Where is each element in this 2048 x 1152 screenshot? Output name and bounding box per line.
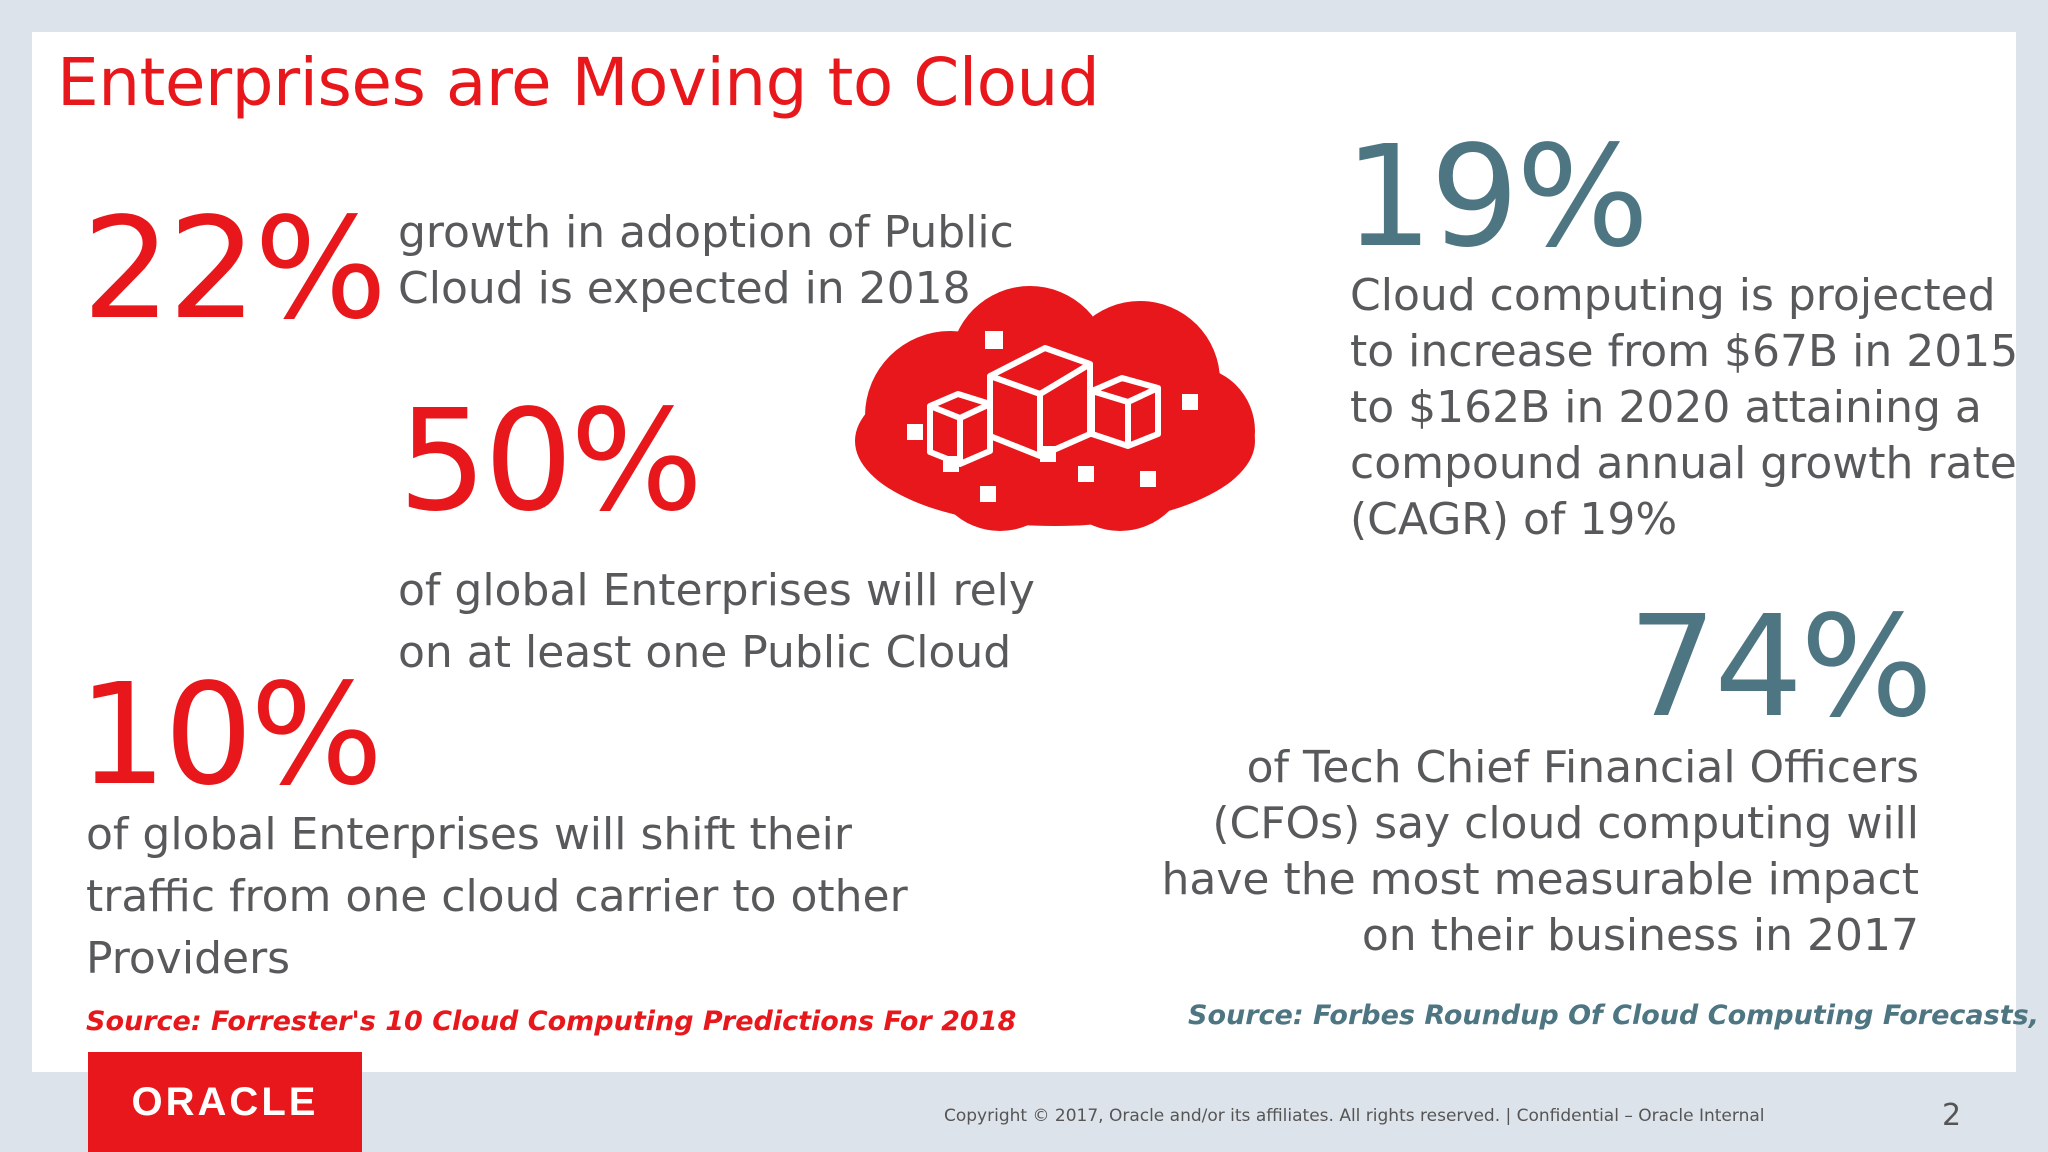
page-number: 2 [1942,1098,1962,1133]
slide [32,32,2016,1072]
stat-74-line-1: of Tech Chief Financial Officers [1246,742,1919,793]
slide-title: Enterprises are Moving to Cloud [57,44,1100,121]
source-left: Source: Forrester's 10 Cloud Computing P… [86,1006,1017,1037]
stat-74-line-3: have the most measurable impact [1161,854,1919,905]
copyright-notice: Copyright © 2017, Oracle and/or its affi… [944,1106,1765,1126]
source-right: Source: Forbes Roundup Of Cloud Computin… [1188,1000,2048,1031]
stat-50-value: 50% [398,380,703,543]
stat-19-line-4: compound annual growth rate [1350,438,2017,489]
stat-74-text: of Tech Chief Financial Officers (CFOs) … [1162,740,1919,964]
stat-50-line-2: on at least one Public Cloud [398,627,1012,678]
cloud-cubes-icon [855,286,1255,531]
stat-74-line-2: (CFOs) say cloud computing will [1212,798,1919,849]
stat-22-line-1: growth in adoption of Public [398,207,1014,258]
stat-10-line-2: traffic from one cloud carrier to other [86,871,908,922]
stat-22-text: growth in adoption of Public Cloud is ex… [398,205,1014,317]
stat-19-line-2: to increase from $67B in 2015 [1350,326,2019,377]
oracle-logo-text: ORACLE [131,1079,319,1124]
stat-10-line-1: of global Enterprises will shift their [86,809,852,860]
stat-50-text: of global Enterprises will rely on at le… [398,560,1035,684]
oracle-logo: ORACLE [88,1052,362,1152]
stat-19-line-3: to $162B in 2020 attaining a [1350,382,1982,433]
stat-22-value: 22% [82,188,387,351]
stat-74-line-4: on their business in 2017 [1361,910,1919,961]
stat-50-line-1: of global Enterprises will rely [398,565,1035,616]
stat-19-line-5: (CAGR) of 19% [1350,494,1678,545]
stat-74-value: 74% [1628,586,1933,749]
stat-10-text: of global Enterprises will shift their t… [86,804,908,990]
stat-19-value: 19% [1344,116,1649,279]
stat-19-text: Cloud computing is projected to increase… [1350,268,2018,548]
stat-19-line-1: Cloud computing is projected [1350,270,1996,321]
stat-10-line-3: Providers [86,933,291,984]
stat-22-line-2: Cloud is expected in 2018 [398,263,971,314]
stat-10-value: 10% [78,654,383,817]
